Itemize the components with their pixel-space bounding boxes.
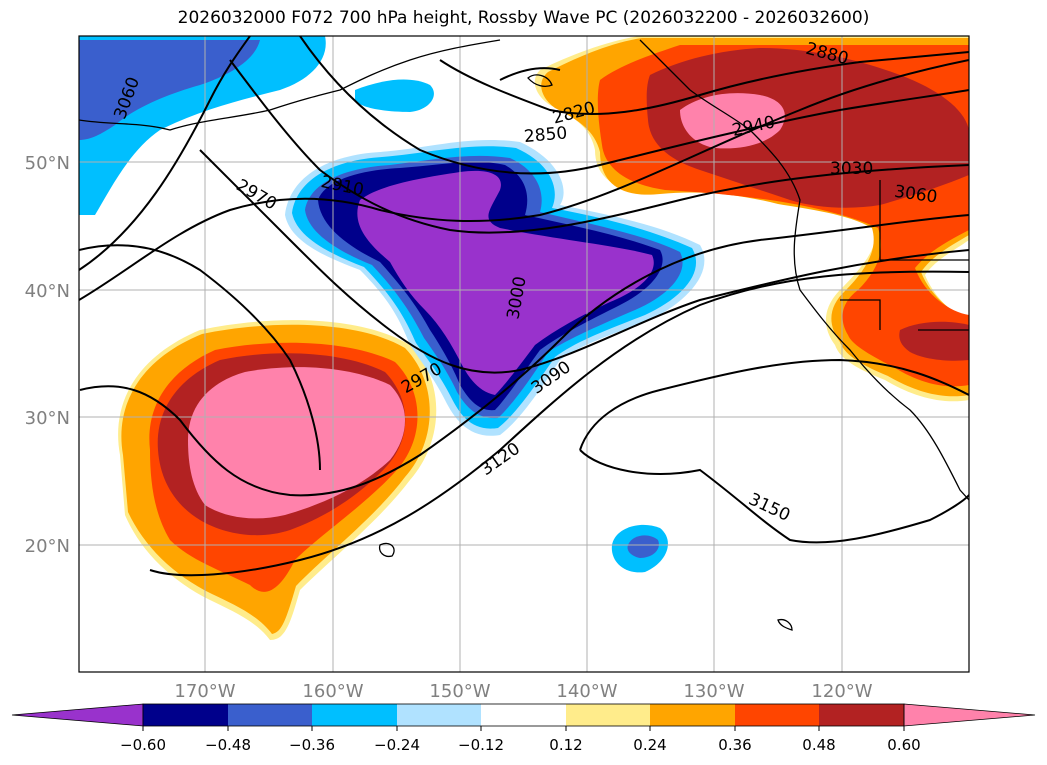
colorbar-tick-label: −0.12 xyxy=(458,736,504,754)
graticule xyxy=(79,36,969,672)
negative-anomaly-north xyxy=(355,79,434,112)
colorbar-swatch xyxy=(735,704,819,726)
longitude-labels: 170°W 160°W 150°W 140°W 130°W 120°W xyxy=(174,681,872,702)
contour-label: 3120 xyxy=(477,439,524,480)
colorbar-frame xyxy=(142,703,905,727)
contour-label: 2970 xyxy=(233,176,280,215)
positive-anomaly-northeast xyxy=(680,93,785,149)
colorbar-tick-label: −0.24 xyxy=(374,736,420,754)
lat-label-20n: 20°N xyxy=(25,536,70,557)
negative-anomaly-small xyxy=(627,535,659,558)
height-contours xyxy=(79,36,969,577)
colorbar-swatch xyxy=(228,704,312,726)
colorbar-min-extend xyxy=(11,703,144,727)
colorbar-swatch xyxy=(566,704,650,726)
colorbar-tick-label: 0.12 xyxy=(549,736,582,754)
negative-anomaly-northwest xyxy=(79,40,260,140)
lon-label-140w: 140°W xyxy=(556,681,617,702)
latitude-labels: 50°N 40°N 30°N 20°N xyxy=(25,153,70,557)
shaded-anomaly-field xyxy=(79,36,969,640)
lon-label-160w: 160°W xyxy=(302,681,363,702)
lon-label-130w: 130°W xyxy=(683,681,744,702)
negative-anomaly-trough xyxy=(357,170,654,395)
colorbar-tick-label: 0.48 xyxy=(802,736,835,754)
colorbar-swatch xyxy=(819,704,904,726)
contour-label: 3030 xyxy=(830,159,873,179)
lon-label-120w: 120°W xyxy=(811,681,872,702)
contour-label: 2850 xyxy=(523,123,568,147)
map-frame xyxy=(78,35,970,673)
colorbar-tick-label: −0.48 xyxy=(205,736,251,754)
lat-label-40n: 40°N xyxy=(25,281,70,302)
colorbar-swatch xyxy=(481,704,566,726)
colorbar-swatch xyxy=(650,704,735,726)
coastlines xyxy=(79,39,969,631)
lat-label-50n: 50°N xyxy=(25,153,70,174)
colorbar: −0.60 −0.48 −0.36 −0.24 −0.12 0.12 0.24 … xyxy=(11,703,1036,754)
lon-label-170w: 170°W xyxy=(174,681,235,702)
colorbar-tick-label: 0.24 xyxy=(633,736,666,754)
colorbar-max-extend xyxy=(903,703,1036,727)
positive-anomaly-california xyxy=(899,321,969,361)
lat-label-30n: 30°N xyxy=(25,408,70,429)
colorbar-tick-label: 0.36 xyxy=(718,736,751,754)
contour-label: 3150 xyxy=(745,489,793,525)
lon-label-150w: 150°W xyxy=(429,681,490,702)
colorbar-tick-label: −0.36 xyxy=(289,736,335,754)
colorbar-swatch xyxy=(143,704,228,726)
colorbar-tick-label: −0.60 xyxy=(120,736,166,754)
colorbar-tick-label: 0.60 xyxy=(887,736,920,754)
colorbar-swatch xyxy=(312,704,397,726)
map-title: 2026032000 F072 700 hPa height, Rossby W… xyxy=(177,8,870,28)
colorbar-swatch xyxy=(397,704,481,726)
